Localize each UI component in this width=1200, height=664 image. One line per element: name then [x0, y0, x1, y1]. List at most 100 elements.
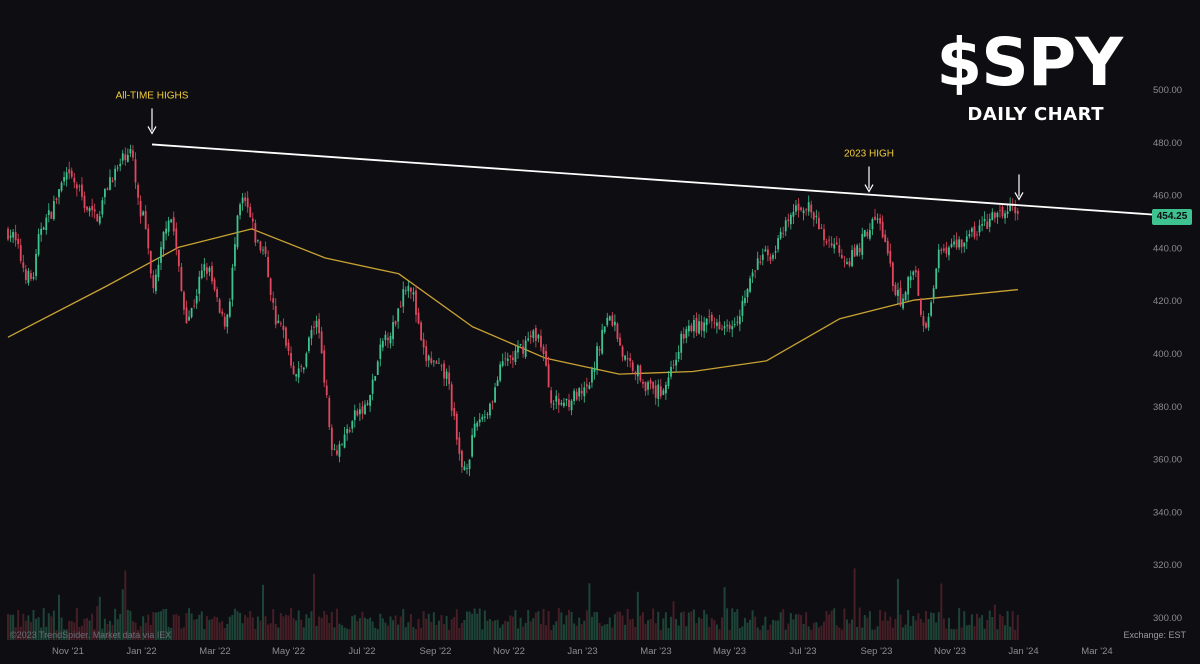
ticker-title: $SPY: [936, 24, 1123, 101]
candle-body: [746, 288, 749, 298]
volume-bar: [78, 627, 81, 640]
candle-body: [348, 429, 351, 432]
volume-bar: [483, 610, 486, 640]
candle-body: [889, 250, 892, 264]
candle-body: [58, 189, 60, 198]
volume-bar: [983, 628, 986, 640]
volume-bar: [568, 609, 570, 640]
volume-bar: [175, 614, 178, 640]
volume-bar: [111, 624, 114, 640]
volume-bar: [236, 611, 239, 640]
candle-body: [162, 231, 165, 250]
candle-body: [805, 209, 808, 211]
candle-body: [139, 200, 142, 217]
x-tick-label: Sep '23: [861, 646, 893, 657]
volume-bar: [37, 617, 40, 640]
volume-bar: [534, 612, 537, 640]
volume-bar: [998, 614, 1001, 640]
volume-bar: [687, 612, 690, 640]
volume-bar: [27, 615, 30, 640]
volume-bar: [68, 620, 71, 640]
candle-body: [1014, 206, 1017, 214]
volume-bar: [828, 614, 831, 640]
volume-bar: [710, 618, 713, 640]
x-tick-label: May '22: [272, 646, 305, 657]
volume-bar: [259, 620, 262, 640]
candle-body: [812, 212, 815, 220]
volume-bar: [825, 610, 828, 640]
candle-body: [259, 241, 262, 251]
volume-bar: [978, 617, 981, 640]
candle-body: [721, 328, 723, 330]
candle-body: [287, 342, 290, 351]
volume-bar: [366, 619, 369, 640]
volume-bar: [315, 625, 318, 640]
volume-bar: [736, 609, 739, 640]
volume-bar: [654, 623, 657, 640]
volume-bar: [468, 611, 471, 640]
volume-bar: [17, 609, 20, 640]
volume-bar: [73, 622, 76, 640]
volume-bar: [652, 608, 655, 640]
candle-body: [884, 234, 887, 242]
volume-bar: [682, 611, 685, 640]
volume-bar: [430, 622, 433, 640]
volume-bar: [40, 627, 43, 640]
volume-bar: [399, 616, 402, 640]
volume-bar: [894, 618, 897, 640]
candle-body: [738, 316, 741, 325]
candle-body: [443, 363, 445, 379]
volume-bar: [973, 626, 976, 640]
volume-bar: [866, 617, 869, 640]
volume-bar: [358, 618, 361, 640]
volume-bar: [557, 608, 560, 640]
volume-bar: [756, 627, 759, 640]
candle-body: [886, 240, 889, 254]
volume-bar: [953, 629, 956, 640]
volume-bar: [267, 624, 270, 640]
volume-bar: [364, 617, 366, 640]
volume-bar: [909, 625, 912, 640]
candle-body: [183, 291, 185, 310]
volume-bar: [881, 620, 884, 640]
candle-body: [338, 444, 341, 457]
volume-bar: [338, 623, 341, 640]
candle-body: [415, 290, 417, 315]
candle-body: [723, 326, 726, 329]
candle-body: [583, 387, 586, 397]
candle-body: [126, 154, 129, 162]
volume-bar: [823, 621, 825, 640]
volume-bar: [861, 627, 864, 640]
volume-bar: [29, 621, 32, 640]
volume-bar: [1014, 629, 1017, 640]
volume-bar: [499, 627, 502, 640]
volume-bar: [165, 608, 168, 640]
volume-bar: [662, 618, 665, 640]
volume-bar: [675, 619, 678, 640]
candle-body: [483, 416, 486, 418]
volume-bar: [86, 618, 89, 640]
volume-bar: [129, 610, 132, 640]
candle-body: [274, 305, 277, 325]
volume-bar: [228, 616, 231, 640]
candle-body: [922, 316, 925, 326]
volume-bar: [488, 619, 491, 640]
volume-bar: [532, 618, 535, 640]
volume-bar: [583, 620, 586, 640]
volume-bar: [947, 617, 950, 640]
arrow-head-icon: [864, 184, 874, 193]
volume-bar: [784, 629, 787, 640]
volume-bar: [295, 620, 298, 640]
volume-bar: [392, 620, 395, 640]
candle-body: [879, 218, 881, 224]
volume-bar: [529, 621, 532, 640]
volume-bar: [754, 616, 757, 640]
volume-bar: [409, 613, 412, 640]
volume-bar: [812, 622, 815, 640]
candle-body: [412, 292, 415, 295]
candle-body: [1006, 211, 1009, 214]
volume-bar: [896, 578, 899, 640]
candle-body: [37, 234, 40, 255]
candle-body: [731, 326, 734, 330]
volume-bar: [262, 584, 264, 640]
